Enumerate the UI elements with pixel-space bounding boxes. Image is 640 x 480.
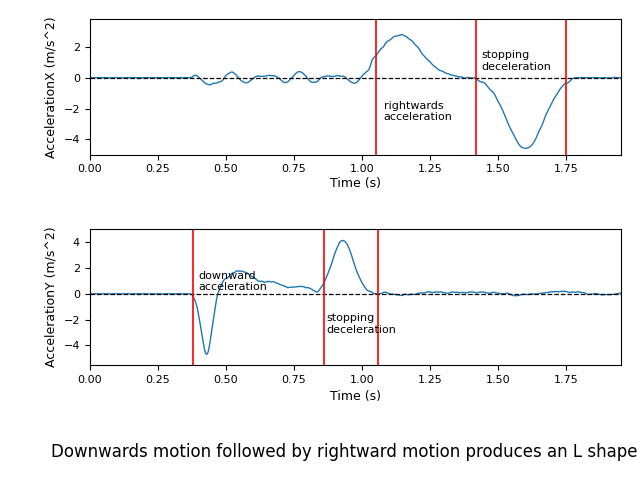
Text: Downwards motion followed by rightward motion produces an L shape: Downwards motion followed by rightward m… — [51, 443, 637, 461]
Y-axis label: AccelerationX (m/s^2): AccelerationX (m/s^2) — [45, 16, 58, 158]
Text: stopping
deceleration: stopping deceleration — [326, 313, 396, 335]
Text: stopping
deceleration: stopping deceleration — [482, 50, 552, 72]
Y-axis label: AccelerationY (m/s^2): AccelerationY (m/s^2) — [45, 227, 58, 367]
Text: downward
acceleration: downward acceleration — [198, 271, 268, 292]
X-axis label: Time (s): Time (s) — [330, 390, 381, 403]
Text: rightwards
acceleration: rightwards acceleration — [384, 101, 452, 122]
X-axis label: Time (s): Time (s) — [330, 177, 381, 190]
